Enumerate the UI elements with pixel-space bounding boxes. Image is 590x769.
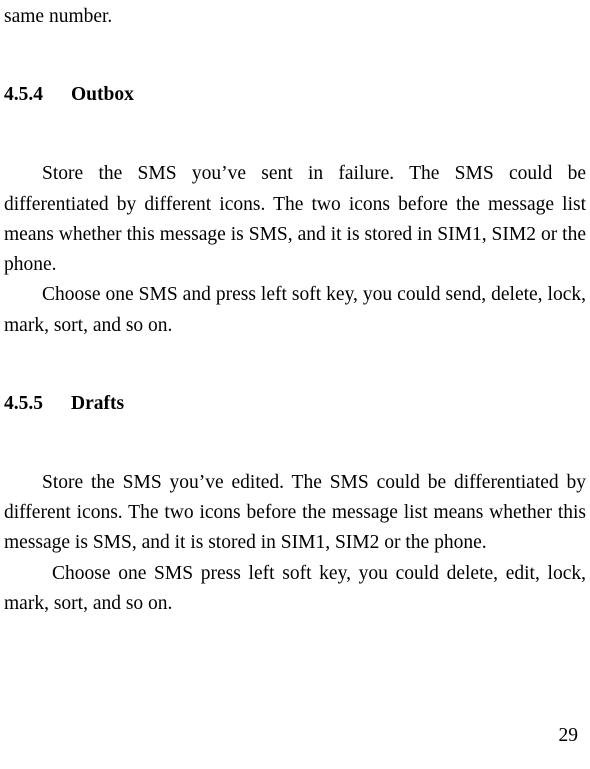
heading-455: 4.5.5 Drafts: [4, 341, 586, 418]
section-455-p2: Choose one SMS press left soft key, you …: [4, 559, 586, 619]
heading-455-title: Drafts: [71, 393, 124, 414]
page-number: 29: [559, 725, 579, 747]
fragment-top: same number.: [4, 0, 586, 32]
heading-454-number: 4.5.4: [4, 80, 43, 109]
section-455-p1: Store the SMS you’ve edited. The SMS cou…: [4, 418, 586, 559]
heading-455-number: 4.5.5: [4, 389, 43, 418]
section-454-p2: Choose one SMS and press left soft key, …: [4, 280, 586, 340]
page: same number. 4.5.4 Outbox Store the SMS y…: [0, 0, 590, 769]
heading-454: 4.5.4 Outbox: [4, 32, 586, 109]
page-content: same number. 4.5.4 Outbox Store the SMS y…: [0, 0, 590, 619]
section-454-p1: Store the SMS you’ve sent in failure. Th…: [4, 109, 586, 280]
heading-454-title: Outbox: [71, 84, 134, 105]
